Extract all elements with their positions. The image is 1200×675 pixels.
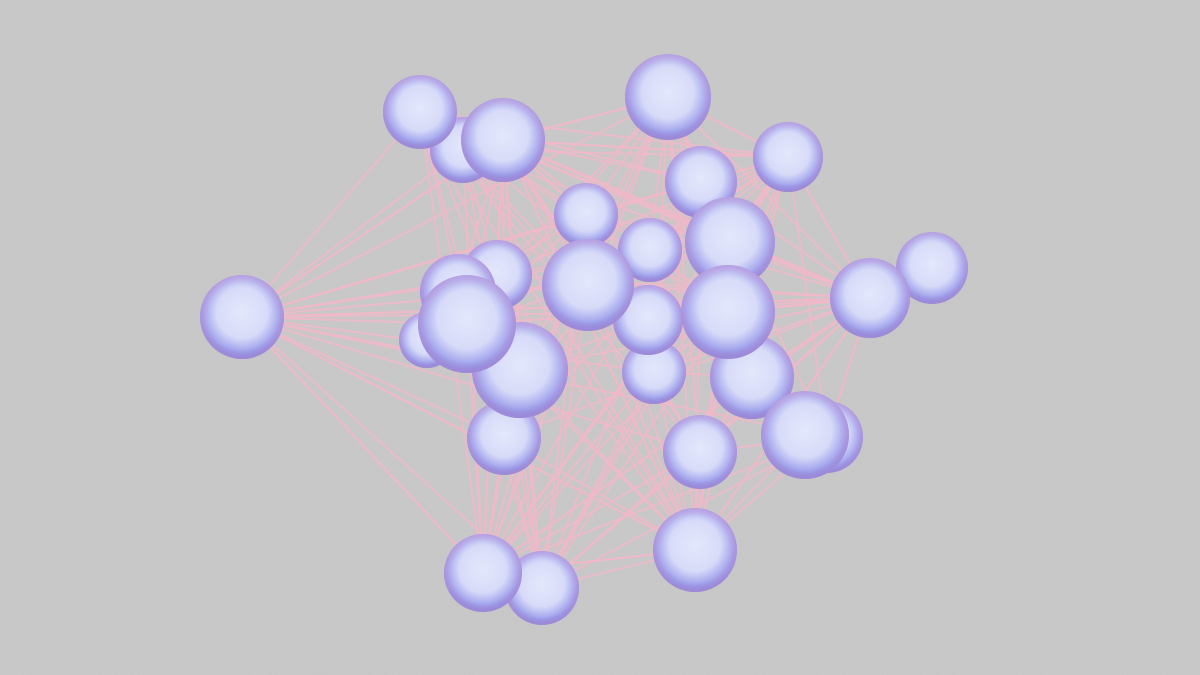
node-rim-glow — [663, 415, 737, 489]
node-rim-glow — [467, 401, 541, 475]
graph-edge — [241, 149, 464, 318]
node-rim-glow — [461, 98, 545, 182]
graph-edge — [787, 156, 828, 438]
node-rim-glow — [625, 54, 711, 140]
graph-node — [622, 340, 686, 404]
graph-node — [830, 258, 910, 338]
node-rim-glow — [896, 232, 968, 304]
node-rim-glow — [622, 340, 686, 404]
graph-node — [681, 265, 775, 359]
graph-edge — [419, 111, 696, 551]
graph-node — [554, 183, 618, 247]
graph-edge — [667, 96, 701, 453]
graph-node — [653, 508, 737, 592]
graph-node — [663, 415, 737, 489]
node-rim-glow — [505, 551, 579, 625]
graph-edge — [241, 316, 484, 574]
node-rim-glow — [418, 275, 516, 373]
graph-edge — [541, 371, 655, 589]
graph-edge — [541, 311, 729, 589]
node-rim-glow — [685, 197, 775, 287]
graph-node — [896, 232, 968, 304]
graph-edge — [482, 311, 729, 574]
nodes-layer — [200, 54, 968, 625]
node-rim-glow — [753, 122, 823, 192]
graph-node — [753, 122, 823, 192]
node-rim-glow — [444, 534, 522, 612]
graph-node — [461, 98, 545, 182]
graph-edge — [241, 316, 505, 439]
node-rim-glow — [830, 258, 910, 338]
node-rim-glow — [542, 239, 634, 331]
graph-edge — [241, 111, 421, 318]
node-rim-glow — [200, 275, 284, 359]
graph-edge — [502, 139, 696, 551]
node-rim-glow — [653, 508, 737, 592]
graph-node — [685, 197, 775, 287]
graph-node — [383, 75, 457, 149]
graph-edge — [496, 274, 696, 551]
node-rim-glow — [554, 183, 618, 247]
graph-node — [761, 391, 849, 479]
graph-node — [505, 551, 579, 625]
graph-edge — [541, 284, 589, 589]
graph-node — [618, 218, 682, 282]
graph-edge — [667, 96, 871, 299]
node-rim-glow — [618, 218, 682, 282]
graph-edge — [482, 96, 669, 574]
graph-node — [625, 54, 711, 140]
graph-node — [542, 239, 634, 331]
graph-edge — [587, 284, 696, 551]
graph-edge — [503, 297, 871, 439]
graph-edge — [502, 139, 789, 158]
graph-node — [200, 275, 284, 359]
graph-node — [467, 401, 541, 475]
graph-edge — [462, 149, 696, 551]
node-rim-glow — [383, 75, 457, 149]
node-rim-glow — [681, 265, 775, 359]
node-rim-glow — [761, 391, 849, 479]
graph-edge — [496, 156, 789, 276]
graph-edge — [482, 371, 655, 574]
graph-node — [444, 534, 522, 612]
graph-node — [418, 275, 516, 373]
